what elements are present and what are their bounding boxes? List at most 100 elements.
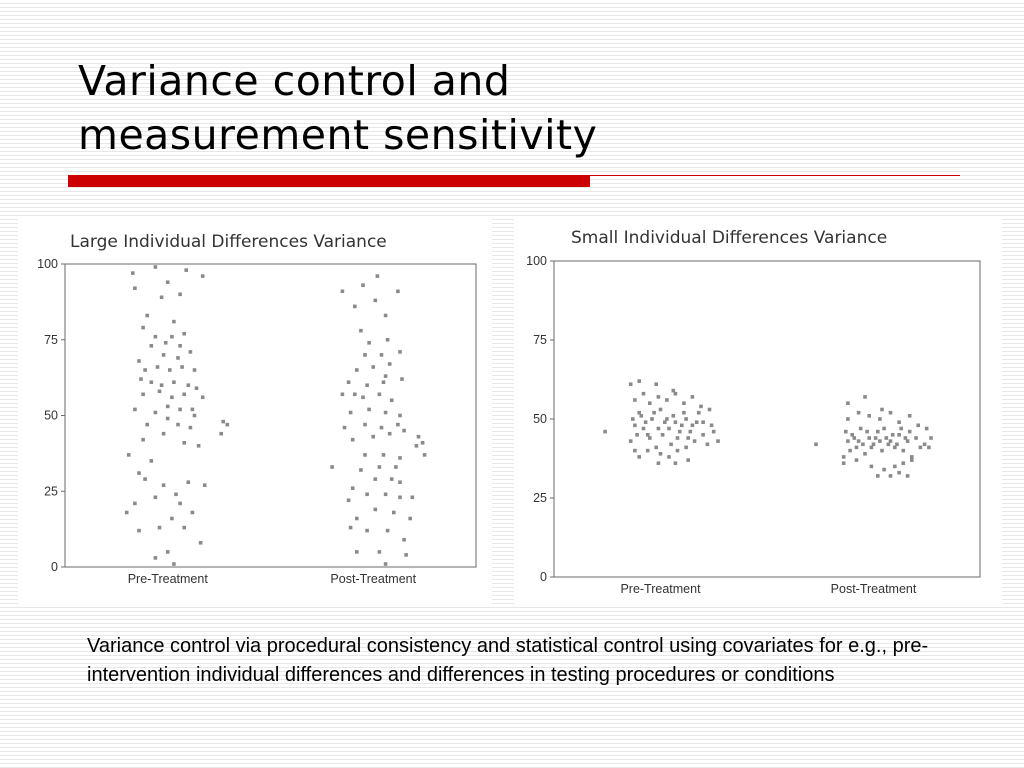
data-point	[149, 344, 154, 348]
data-point	[876, 429, 880, 434]
data-point	[871, 442, 876, 447]
data-point	[686, 436, 690, 440]
data-point	[373, 298, 378, 303]
slide-title-line-1: Variance control and	[78, 57, 511, 105]
data-point	[910, 455, 914, 459]
data-point	[929, 436, 933, 440]
data-point	[365, 528, 369, 533]
data-point	[910, 458, 914, 462]
data-point	[637, 455, 641, 459]
chart-large-variance: Large Individual Differences Variance 0 2…	[18, 216, 492, 604]
data-point	[398, 456, 402, 460]
data-point	[200, 395, 205, 400]
data-point	[404, 553, 408, 557]
data-point	[355, 516, 359, 521]
data-point	[675, 436, 680, 440]
scatter-series-2	[814, 395, 933, 478]
data-point	[172, 319, 176, 324]
data-point	[705, 442, 710, 447]
data-point	[383, 410, 388, 415]
data-point	[186, 480, 191, 484]
data-point	[149, 380, 154, 384]
data-point	[656, 461, 661, 465]
data-point	[170, 516, 174, 521]
data-point	[387, 362, 392, 366]
data-point	[665, 398, 669, 402]
y-tick-label: 75	[533, 333, 547, 347]
y-tick-label: 75	[44, 333, 58, 347]
chart-small-variance-svg: Small Individual Differences Variance 0 2…	[526, 228, 981, 596]
data-point	[133, 286, 137, 290]
chart-title: Small Individual Differences Variance	[571, 228, 887, 248]
data-point	[367, 341, 371, 345]
data-point	[361, 395, 365, 400]
data-point	[182, 392, 186, 397]
data-point	[420, 441, 425, 445]
data-point	[841, 461, 846, 465]
data-point	[188, 350, 193, 354]
data-point	[186, 383, 191, 387]
data-point	[363, 353, 367, 357]
data-point	[907, 414, 912, 418]
data-point	[897, 470, 901, 475]
slide-title-line-2: measurement sensitivity	[78, 111, 598, 159]
data-point	[858, 426, 863, 431]
data-point	[688, 429, 693, 434]
data-point	[410, 495, 415, 500]
data-point	[340, 289, 345, 294]
data-point	[667, 426, 671, 431]
data-point	[188, 425, 193, 430]
data-point	[707, 407, 712, 412]
data-point	[389, 398, 394, 403]
data-point	[182, 441, 186, 445]
data-point	[182, 331, 186, 336]
data-point	[165, 416, 170, 421]
data-point	[856, 439, 861, 443]
data-point	[398, 350, 402, 354]
data-point	[178, 501, 182, 506]
data-point	[927, 445, 931, 450]
data-point	[373, 477, 378, 481]
data-point	[178, 292, 182, 297]
scatter-series-1	[124, 265, 230, 566]
data-point	[182, 525, 186, 530]
data-point	[677, 429, 682, 434]
data-point	[899, 426, 903, 431]
scatter-series-2	[330, 274, 427, 566]
data-point	[174, 492, 178, 497]
data-point	[178, 344, 182, 348]
data-point	[137, 528, 141, 533]
data-point	[139, 377, 143, 381]
data-point	[631, 417, 635, 421]
data-point	[340, 392, 345, 397]
data-point	[377, 465, 382, 469]
data-point	[398, 495, 402, 500]
data-point	[348, 410, 353, 415]
data-point	[884, 436, 889, 440]
data-point	[680, 423, 684, 428]
data-point	[645, 448, 650, 453]
data-point	[697, 410, 701, 415]
data-point	[905, 439, 910, 443]
data-point	[194, 386, 199, 390]
data-point	[861, 442, 865, 447]
data-point	[675, 448, 680, 453]
data-point	[137, 471, 141, 475]
data-point	[628, 439, 633, 443]
data-point	[153, 556, 158, 560]
data-point	[918, 445, 923, 450]
data-point	[379, 353, 384, 357]
data-point	[641, 426, 646, 431]
data-point	[656, 426, 661, 431]
title-underline-thin	[590, 175, 960, 176]
data-point	[153, 410, 158, 415]
data-point	[346, 498, 351, 503]
data-point	[165, 280, 170, 284]
y-tick-label: 50	[533, 412, 547, 426]
data-point	[650, 417, 654, 421]
data-point	[375, 274, 380, 278]
data-point	[190, 510, 195, 515]
data-point	[814, 442, 818, 447]
data-point	[355, 368, 359, 372]
data-point	[673, 461, 678, 465]
